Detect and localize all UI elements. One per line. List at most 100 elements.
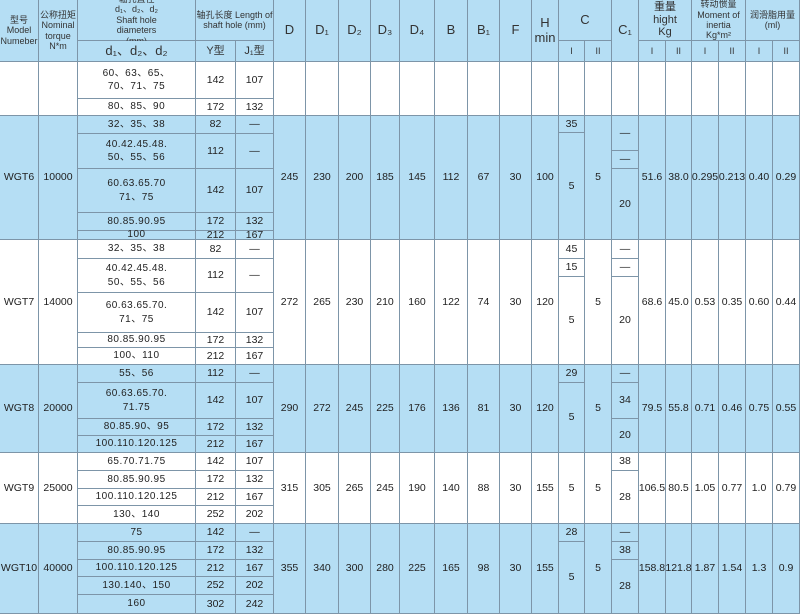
header-inertia-i: I — [692, 41, 719, 62]
weight-ii: 121.8 — [665, 524, 692, 614]
dimension-value: 88 — [468, 453, 500, 524]
length-y: 172 — [196, 213, 236, 231]
c1-value: 38 — [612, 542, 639, 560]
length-y: 252 — [196, 577, 236, 595]
dimension-value — [274, 62, 306, 116]
header-dim: D₁ — [306, 0, 339, 62]
length-j1: 242 — [236, 595, 274, 614]
shaft-diameters: 130、140 — [78, 506, 196, 524]
weight-i: 79.5 — [639, 365, 666, 453]
c1-value: — — [612, 524, 639, 542]
c-ii-value: 5 — [585, 524, 612, 614]
length-j1: 107 — [236, 169, 274, 213]
length-y: 302 — [196, 595, 236, 614]
nominal-torque: 10000 — [39, 116, 78, 240]
dimension-value: 190 — [400, 453, 435, 524]
shaft-diameters: 75 — [78, 524, 196, 542]
dimension-value: 245 — [339, 365, 371, 453]
c-i-value — [559, 62, 585, 116]
weight-i — [639, 62, 666, 116]
dimension-value — [435, 62, 468, 116]
lube-ii — [773, 62, 800, 116]
lube-ii: 0.55 — [773, 365, 800, 453]
header-dim: D — [274, 0, 306, 62]
dimension-value: 272 — [274, 240, 306, 365]
inertia-ii: 0.46 — [719, 365, 746, 453]
inertia-ii: 0.213 — [719, 116, 746, 240]
c1-value: 34 — [612, 383, 639, 419]
dimension-value: 30 — [500, 453, 532, 524]
lube-ii: 0.29 — [773, 116, 800, 240]
header-weight: 重量 hight Kg — [639, 0, 692, 41]
header-c: C — [559, 0, 612, 41]
lube-i: 0.75 — [746, 365, 773, 453]
nominal-torque: 14000 — [39, 240, 78, 365]
c-i-value: 35 — [559, 116, 585, 133]
c1-value: — — [612, 151, 639, 169]
dimension-value — [371, 62, 400, 116]
header-shaft-diameter: 轴孔直径 d₁、d₂、d₂ Shaft hole diameters (mm) — [78, 0, 196, 46]
header-dim: B — [435, 0, 468, 62]
length-j1: 202 — [236, 506, 274, 524]
length-y: 172 — [196, 542, 236, 560]
dimension-value: 136 — [435, 365, 468, 453]
header-y-type: Y型 — [196, 41, 236, 62]
lube-i: 1.0 — [746, 453, 773, 524]
length-j1: 107 — [236, 453, 274, 471]
header-dim: B₁ — [468, 0, 500, 62]
length-y: 82 — [196, 240, 236, 259]
c1-value: 20 — [612, 169, 639, 240]
length-y: 142 — [196, 453, 236, 471]
nominal-torque: 40000 — [39, 524, 78, 614]
dimension-value: 355 — [274, 524, 306, 614]
length-j1: — — [236, 134, 274, 169]
header-lube: 润滑脂用量 (ml) — [746, 0, 800, 41]
dimension-value: 272 — [306, 365, 339, 453]
dimension-value — [532, 62, 559, 116]
dimension-value: 120 — [532, 365, 559, 453]
inertia-ii: 0.77 — [719, 453, 746, 524]
length-y: 172 — [196, 99, 236, 116]
c-ii-value: 5 — [585, 116, 612, 240]
c-i-value: 28 — [559, 524, 585, 542]
model-number: WGT8 — [0, 365, 39, 453]
length-j1: — — [236, 240, 274, 259]
dimension-value — [468, 62, 500, 116]
lube-i: 1.3 — [746, 524, 773, 614]
c-i-value: 5 — [559, 383, 585, 453]
shaft-diameters: 40.42.45.48. 50、55、56 — [78, 134, 196, 169]
c-i-value: 5 — [559, 133, 585, 240]
length-j1: 167 — [236, 229, 274, 241]
model-number: WGT7 — [0, 240, 39, 365]
length-y: 112 — [196, 365, 236, 383]
dimension-value: 280 — [371, 524, 400, 614]
shaft-diameters: 60.63.65.70. 71、75 — [78, 293, 196, 333]
header-shaft-length: 轴孔长度 Length of shaft hole (mm) — [196, 0, 274, 41]
weight-ii: 80.5 — [666, 453, 692, 524]
c-i-value: 5 — [559, 453, 585, 524]
header-dim: D₃ — [371, 0, 400, 62]
weight-ii: 45.0 — [666, 240, 692, 365]
inertia-i: 1.05 — [692, 453, 719, 524]
dimension-value: 112 — [435, 116, 468, 240]
shaft-diameters: 100.110.120.125 — [78, 489, 196, 506]
length-y: 142 — [196, 62, 236, 99]
dimension-value: 81 — [468, 365, 500, 453]
dimension-value: 185 — [371, 116, 400, 240]
lube-ii: 0.79 — [773, 453, 800, 524]
c-i-value: 5 — [559, 277, 585, 365]
length-j1: 132 — [236, 213, 274, 231]
shaft-diameters: 80.85.90.95 — [78, 542, 196, 560]
inertia-ii: 0.35 — [719, 240, 746, 365]
dimension-value: 210 — [371, 240, 400, 365]
dimension-value: 245 — [274, 116, 306, 240]
weight-i: 106.5 — [639, 453, 666, 524]
header-inertia: 转动惯量 Moment of inertia Kg*m² — [692, 0, 746, 41]
length-y: 142 — [196, 524, 236, 542]
header-lube-i: I — [746, 41, 773, 62]
dimension-value: 30 — [500, 524, 532, 614]
header-c-i: I — [559, 41, 585, 62]
shaft-diameters: 60.63.65.70 71、75 — [78, 169, 196, 213]
length-y: 112 — [196, 134, 236, 169]
shaft-diameters: 80、85、90 — [78, 99, 196, 116]
